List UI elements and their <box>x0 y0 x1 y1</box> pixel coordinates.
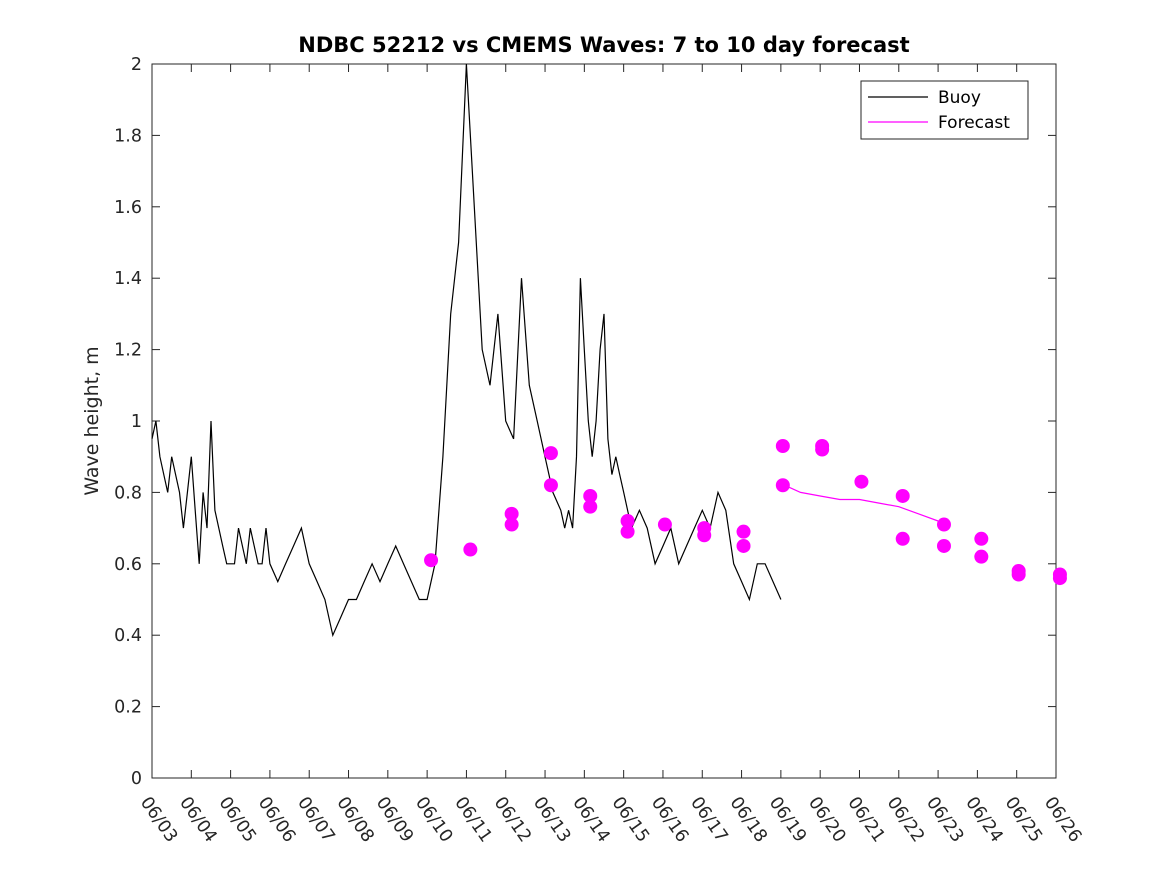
forecast-marker <box>543 478 558 493</box>
forecast-marker <box>936 538 951 553</box>
forecast-marker <box>463 542 478 557</box>
x-tick-label: 06/19 <box>765 793 810 846</box>
x-tick-label: 06/13 <box>529 793 574 846</box>
y-tick-label: 0.4 <box>114 626 142 646</box>
y-tick-label: 1.8 <box>114 126 142 146</box>
forecast-marker <box>815 442 830 457</box>
y-tick-label: 0.8 <box>114 483 142 503</box>
chart-title: NDBC 52212 vs CMEMS Waves: 7 to 10 day f… <box>298 33 909 57</box>
plot-area <box>151 63 1057 779</box>
x-tick-label: 06/07 <box>293 793 338 846</box>
x-tick-label: 06/06 <box>254 793 299 846</box>
forecast-marker <box>504 517 519 532</box>
x-tick-label: 06/24 <box>961 793 1006 846</box>
x-tick-label: 06/18 <box>725 793 770 846</box>
x-tick-label: 06/16 <box>647 793 692 846</box>
forecast-marker <box>974 531 989 546</box>
forecast-marker <box>895 531 910 546</box>
forecast-marker <box>895 488 910 503</box>
forecast-marker <box>583 499 598 514</box>
buoy-series-line <box>151 63 782 638</box>
y-tick-label: 1.6 <box>114 198 142 218</box>
forecast-marker <box>936 517 951 532</box>
y-tick-label: 1.2 <box>114 341 142 361</box>
forecast-marker <box>620 524 635 539</box>
forecast-marker <box>775 478 790 493</box>
forecast-marker <box>775 438 790 453</box>
x-tick-label: 06/04 <box>175 793 220 846</box>
forecast-marker <box>543 446 558 461</box>
forecast-marker <box>736 538 751 553</box>
y-tick-label: 0.2 <box>114 698 142 718</box>
x-tick-label: 06/17 <box>686 793 731 846</box>
forecast-marker <box>657 517 672 532</box>
forecast-series-line <box>784 484 939 522</box>
legend-entry-forecast: Forecast <box>938 113 1010 133</box>
x-tick-label: 06/10 <box>411 793 456 846</box>
x-tick-label: 06/09 <box>372 793 417 846</box>
forecast-marker <box>424 553 439 568</box>
forecast-marker <box>974 549 989 564</box>
x-tick-label: 06/08 <box>332 793 377 846</box>
x-tick-label: 06/14 <box>568 793 613 846</box>
forecast-marker <box>736 524 751 539</box>
x-tick-label: 06/03 <box>136 793 181 846</box>
y-tick-label: 0 <box>131 769 142 789</box>
forecast-marker <box>504 506 519 521</box>
forecast-marker <box>620 513 635 528</box>
y-tick-label: 2 <box>131 55 142 75</box>
x-tick-label: 06/23 <box>922 793 967 846</box>
x-tick-label: 06/20 <box>804 793 849 846</box>
y-axis-label: Wave height, m <box>81 346 103 495</box>
x-tick-label: 06/05 <box>215 793 260 846</box>
x-tick-label: 06/15 <box>608 793 653 846</box>
x-tick-label: 06/25 <box>1001 793 1046 846</box>
forecast-marker <box>697 528 712 543</box>
y-tick-label: 1.4 <box>114 269 142 289</box>
x-tick-label: 06/21 <box>843 793 888 846</box>
x-tick-label: 06/26 <box>1040 793 1085 846</box>
x-tick-label: 06/12 <box>490 793 535 846</box>
y-tick-label: 1 <box>131 412 142 432</box>
x-tick-label: 06/22 <box>883 793 928 846</box>
x-tick-label: 06/11 <box>450 793 495 846</box>
forecast-marker <box>1011 567 1026 582</box>
forecast-marker <box>583 488 598 503</box>
y-tick-label: 0.6 <box>114 555 142 575</box>
legend-box <box>860 80 1029 140</box>
forecast-marker <box>854 474 869 489</box>
forecast-marker <box>1052 567 1067 582</box>
legend: Buoy Forecast <box>860 80 1029 140</box>
legend-entry-buoy: Buoy <box>938 88 981 108</box>
